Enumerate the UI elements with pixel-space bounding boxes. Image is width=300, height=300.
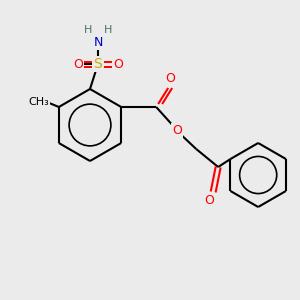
- Text: O: O: [113, 58, 123, 70]
- Text: H: H: [84, 25, 92, 35]
- Text: O: O: [73, 58, 83, 70]
- Text: CH₃: CH₃: [28, 97, 49, 107]
- Text: H: H: [104, 25, 112, 35]
- Text: O: O: [204, 194, 214, 206]
- Text: S: S: [94, 57, 102, 71]
- Text: O: O: [165, 71, 175, 85]
- Text: O: O: [172, 124, 182, 137]
- Text: N: N: [93, 35, 103, 49]
